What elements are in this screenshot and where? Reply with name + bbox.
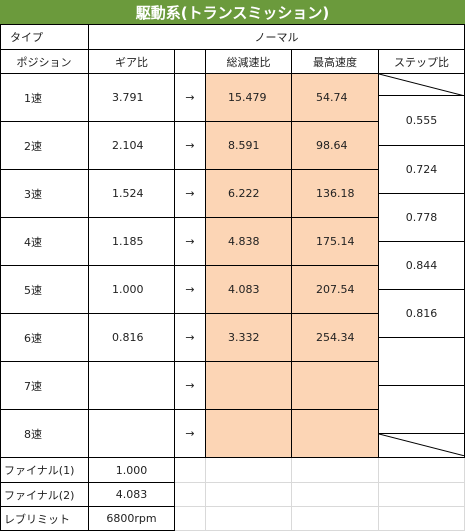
empty-grid-cell — [175, 458, 206, 483]
gear-arrow: → — [175, 362, 206, 410]
gear-position: 6速 — [0, 314, 89, 362]
empty-grid-cell — [379, 507, 465, 531]
empty-grid-cell — [175, 507, 206, 531]
header-total-ratio: 総減速比 — [206, 50, 292, 74]
footer-label: ファイナル(1) — [0, 458, 89, 483]
gear-arrow: → — [175, 218, 206, 266]
step-ratio-cell — [379, 338, 465, 386]
empty-grid-cell — [292, 507, 379, 531]
gear-max-speed: 254.34 — [292, 314, 379, 362]
gear-ratio: 1.185 — [89, 218, 175, 266]
step-ratio-cell: 0.816 — [379, 290, 465, 338]
header-max-speed: 最高速度 — [292, 50, 379, 74]
header-position: ポジション — [0, 50, 89, 74]
gear-position: 5速 — [0, 266, 89, 314]
gear-arrow: → — [175, 74, 206, 122]
empty-grid-cell — [379, 483, 465, 507]
gear-ratio: 1.000 — [89, 266, 175, 314]
empty-grid-cell — [206, 507, 292, 531]
gear-max-speed: 207.54 — [292, 266, 379, 314]
gear-max-speed — [292, 362, 379, 410]
empty-grid-cell — [292, 483, 379, 507]
empty-grid-cell — [206, 483, 292, 507]
gear-arrow: → — [175, 314, 206, 362]
gear-position: 1速 — [0, 74, 89, 122]
header-arrow-blank — [175, 50, 206, 74]
gear-max-speed: 98.64 — [292, 122, 379, 170]
gear-ratio: 2.104 — [89, 122, 175, 170]
gear-position: 4速 — [0, 218, 89, 266]
gear-total-ratio: 6.222 — [206, 170, 292, 218]
gear-total-ratio: 15.479 — [206, 74, 292, 122]
footer-value: 1.000 — [89, 458, 175, 483]
gear-position: 7速 — [0, 362, 89, 410]
gear-total-ratio — [206, 362, 292, 410]
gear-arrow: → — [175, 266, 206, 314]
step-ratio-cell: 0.778 — [379, 194, 465, 242]
gear-arrow: → — [175, 170, 206, 218]
header-step-ratio: ステップ比 — [379, 50, 465, 74]
footer-label: ファイナル(2) — [0, 483, 89, 507]
gear-ratio: 3.791 — [89, 74, 175, 122]
gear-ratio: 1.524 — [89, 170, 175, 218]
gear-position: 2速 — [0, 122, 89, 170]
gear-max-speed: 175.14 — [292, 218, 379, 266]
gear-total-ratio — [206, 410, 292, 458]
table-left-border — [0, 25, 1, 531]
gear-arrow: → — [175, 122, 206, 170]
gear-arrow: → — [175, 410, 206, 458]
step-top-diagonal — [379, 74, 465, 96]
gear-max-speed: 54.74 — [292, 74, 379, 122]
footer-value: 6800rpm — [89, 507, 175, 531]
step-ratio-cell: 0.844 — [379, 242, 465, 290]
step-ratio-cell: 0.724 — [379, 146, 465, 194]
type-value: ノーマル — [89, 25, 465, 50]
gear-total-ratio: 4.838 — [206, 218, 292, 266]
step-bottom-diagonal — [379, 434, 465, 456]
gear-max-speed: 136.18 — [292, 170, 379, 218]
gear-position: 3速 — [0, 170, 89, 218]
gear-ratio: 0.816 — [89, 314, 175, 362]
gear-total-ratio: 8.591 — [206, 122, 292, 170]
gear-max-speed — [292, 410, 379, 458]
gear-position: 8速 — [0, 410, 89, 458]
step-ratio-cell — [379, 386, 465, 434]
table-title: 駆動系(トランスミッション) — [0, 0, 465, 25]
gear-ratio — [89, 362, 175, 410]
gear-total-ratio: 3.332 — [206, 314, 292, 362]
empty-grid-cell — [175, 483, 206, 507]
step-ratio-cell: 0.555 — [379, 96, 465, 146]
gear-total-ratio: 4.083 — [206, 266, 292, 314]
header-gear-ratio: ギア比 — [89, 50, 175, 74]
empty-grid-cell — [206, 458, 292, 483]
empty-grid-cell — [379, 458, 465, 483]
footer-label: レブリミット — [0, 507, 89, 531]
gear-ratio — [89, 410, 175, 458]
empty-grid-cell — [292, 458, 379, 483]
footer-value: 4.083 — [89, 483, 175, 507]
type-label: タイプ — [0, 25, 89, 50]
